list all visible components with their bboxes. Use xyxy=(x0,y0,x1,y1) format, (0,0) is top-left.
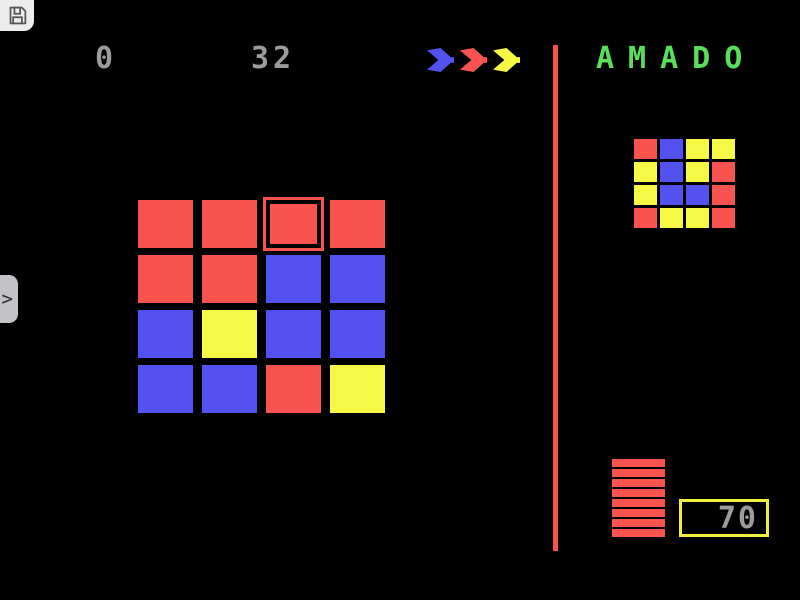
goal-cell xyxy=(660,185,683,205)
goal-grid xyxy=(634,139,735,228)
life-stripe xyxy=(612,479,665,487)
goal-cell xyxy=(686,185,709,205)
life-stripe xyxy=(612,519,665,527)
board-cell[interactable] xyxy=(330,255,385,303)
board-cell[interactable] xyxy=(138,200,193,248)
board-grid xyxy=(138,200,385,413)
life-stripe xyxy=(612,459,665,467)
goal-cell xyxy=(712,185,735,205)
board-cell[interactable] xyxy=(266,310,321,358)
goal-cell xyxy=(634,139,657,159)
board-cell-cursor[interactable] xyxy=(266,200,321,248)
goal-cell xyxy=(712,139,735,159)
score-box: 70 xyxy=(679,499,769,537)
life-stripe xyxy=(612,469,665,477)
goal-cell xyxy=(660,208,683,228)
goal-cell xyxy=(686,208,709,228)
score-value: 70 xyxy=(717,500,758,536)
color-order-indicator xyxy=(427,48,520,72)
moves-counter: 0 xyxy=(95,41,118,76)
board-cell[interactable] xyxy=(330,200,385,248)
life-stripe xyxy=(612,499,665,507)
board-cell[interactable] xyxy=(266,365,321,413)
board-cell[interactable] xyxy=(202,200,257,248)
board-cell[interactable] xyxy=(202,310,257,358)
drawer-toggle-button[interactable]: > xyxy=(0,275,18,323)
goal-cell xyxy=(712,162,735,182)
goal-cell xyxy=(634,162,657,182)
red-arrow xyxy=(460,48,487,72)
blue-arrow xyxy=(427,48,454,72)
board-cell[interactable] xyxy=(138,310,193,358)
board-cell[interactable] xyxy=(330,310,385,358)
divider-line xyxy=(553,45,558,551)
life-stripe xyxy=(612,509,665,517)
life-stripe xyxy=(612,529,665,537)
goal-cell xyxy=(660,162,683,182)
goal-cell xyxy=(712,208,735,228)
goal-cell xyxy=(634,208,657,228)
save-button[interactable] xyxy=(0,0,34,31)
board-cell[interactable] xyxy=(138,255,193,303)
board-cell[interactable] xyxy=(330,365,385,413)
goal-cell xyxy=(686,139,709,159)
yellow-arrow xyxy=(493,48,520,72)
board-cell[interactable] xyxy=(202,255,257,303)
game-title: AMADO xyxy=(596,41,757,76)
floppy-disk-icon xyxy=(7,5,28,26)
goal-cell xyxy=(686,162,709,182)
board-cell[interactable] xyxy=(202,365,257,413)
target-counter: 32 xyxy=(251,41,296,76)
goal-cell xyxy=(660,139,683,159)
goal-cell xyxy=(634,185,657,205)
board-cell[interactable] xyxy=(266,255,321,303)
chevron-right-icon: > xyxy=(1,288,13,310)
lives-stack xyxy=(612,459,665,537)
board-cell[interactable] xyxy=(138,365,193,413)
life-stripe xyxy=(612,489,665,497)
